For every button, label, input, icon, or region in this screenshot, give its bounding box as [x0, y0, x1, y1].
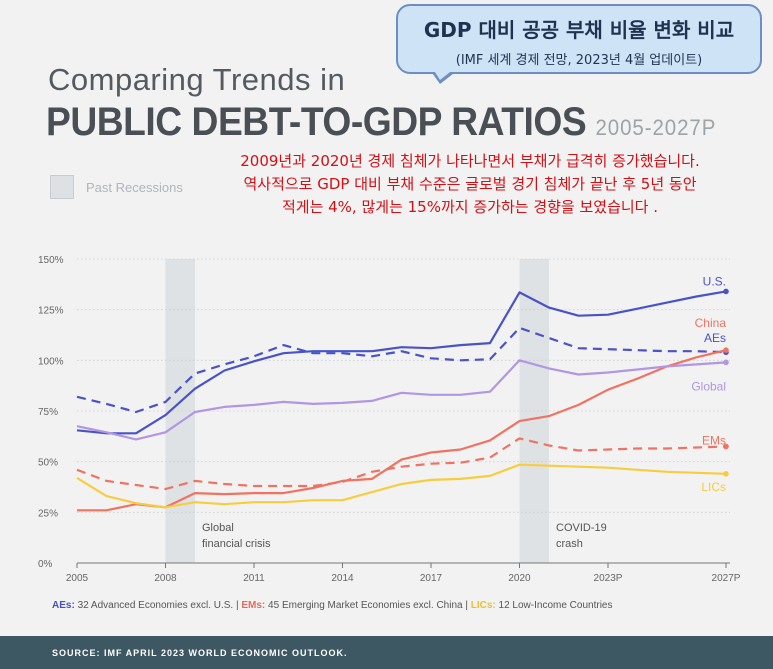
x-tick-label: 2014 [331, 573, 354, 584]
title-line1: Comparing Trends in [48, 62, 346, 97]
series-endpoint-us [723, 288, 729, 295]
recession-label-0-line1: Global [202, 522, 234, 534]
y-tick-label: 75% [38, 407, 58, 418]
main-title: PUBLIC DEBT-TO-GDP RATIOS [46, 100, 587, 144]
footnote-em-key: EMs: [241, 600, 266, 611]
footnote-em-text: 45 Emerging Market Economies excl. China [265, 600, 463, 611]
recession-legend-label: Past Recessions [86, 179, 183, 195]
series-label-ems: EMs [702, 433, 726, 447]
footnote-lic-text: 12 Low-Income Countries [495, 600, 613, 611]
x-tick-label: 2027P [712, 573, 741, 584]
series-label-lics: LICs [701, 480, 726, 494]
series-line-global [76, 359, 727, 441]
series-label-global: Global [691, 380, 726, 394]
callout-tail-fill [433, 69, 454, 80]
series-endpoint-ems [723, 443, 729, 450]
y-tick-label: 25% [38, 508, 58, 519]
series-line-aes [76, 326, 727, 414]
series-endpoint-global [723, 359, 729, 366]
annotation-line2: 역사적으로 GDP 대비 부채 수준은 글로벌 경기 침체가 끝난 후 5년 동… [243, 175, 697, 193]
x-tick-label: 2011 [243, 573, 265, 584]
series-line-us [76, 290, 727, 435]
source-bar: SOURCE: IMF APRIL 2023 WORLD ECONOMIC OU… [0, 636, 773, 669]
series-label-us: U.S. [703, 274, 726, 288]
x-tick-label: 2005 [66, 573, 89, 584]
callout-subtitle: (IMF 세계 경제 전망, 2023년 4월 업데이트) [455, 53, 703, 68]
annotation-line3: 적게는 4%, 많게는 15%까지 증가하는 경향을 보였습니다 . [281, 198, 659, 216]
source-text: SOURCE: IMF APRIL 2023 WORLD ECONOMIC OU… [52, 648, 348, 658]
title-line2: PUBLIC DEBT-TO-GDP RATIOS 2005-2027P [46, 100, 716, 145]
footnote: AEs: 32 Advanced Economies excl. U.S. | … [52, 600, 612, 611]
annotation-line1: 2009년과 2020년 경제 침체가 나타나면서 부채가 급격히 증가했습니다… [240, 152, 700, 170]
y-tick-label: 100% [38, 356, 64, 367]
x-tick-label: 2023P [594, 573, 623, 584]
x-tick-label: 2017 [420, 573, 443, 584]
y-tick-label: 125% [38, 306, 64, 317]
series-line-lics [76, 463, 727, 509]
series-endpoint-china [723, 347, 729, 354]
x-tick-label: 2020 [508, 573, 531, 584]
y-tick-label: 150% [38, 255, 64, 266]
y-tick-label: 50% [38, 458, 58, 469]
series-line-china [77, 349, 727, 512]
callout-bubble: GDP 대비 공공 부채 비율 변화 비교 (IMF 세계 경제 전망, 202… [396, 4, 762, 74]
recession-label-1-line1: COVID-19 [556, 522, 607, 534]
recession-legend: Past Recessions [50, 175, 183, 199]
series-label-aes: AEs [704, 331, 726, 345]
callout-title: GDP 대비 공공 부채 비율 변화 비교 [423, 18, 735, 42]
recession-label-1-line2: crash [556, 538, 583, 550]
footnote-ae-key: AEs: [52, 600, 75, 611]
footnote-ae-text: 32 Advanced Economies excl. U.S. [74, 600, 234, 611]
handwritten-annotation: 2009년과 2020년 경제 침체가 나타나면서 부채가 급격히 증가했습니다… [170, 150, 770, 219]
y-tick-label: 0% [38, 559, 53, 570]
recession-label-0-line2: financial crisis [202, 538, 271, 550]
x-tick-label: 2008 [154, 573, 177, 584]
year-range: 2005-2027P [595, 115, 717, 140]
series-label-china: China [695, 316, 727, 330]
footnote-lic-key: LICs: [470, 600, 496, 611]
series-endpoint-lics [723, 471, 729, 477]
footnote-sep1: | [233, 600, 242, 611]
recession-swatch [50, 175, 74, 199]
footnote-sep2: | [462, 600, 471, 611]
series-line-ems [76, 437, 727, 491]
